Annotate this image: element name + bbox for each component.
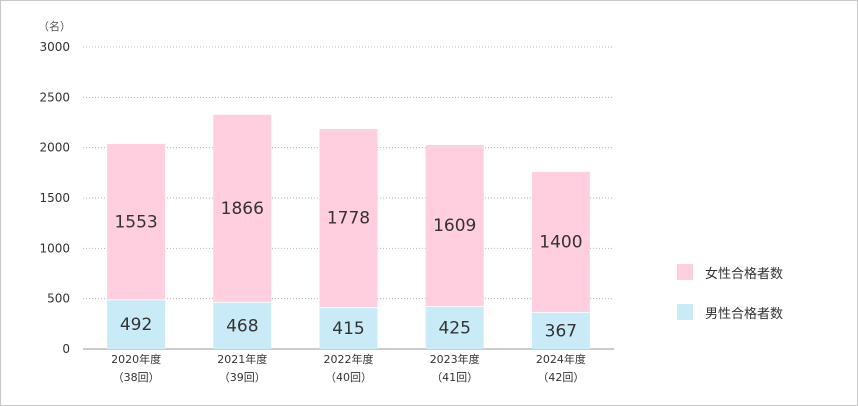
legend-label-male: 男性合格者数: [705, 306, 784, 322]
data-label-female: 1609: [433, 216, 476, 236]
legend: 女性合格者数 男性合格者数: [677, 262, 783, 342]
x-tick-label-session: （42回）: [537, 371, 584, 384]
x-tick-label-year: 2021年度: [217, 352, 267, 366]
x-tick-label-year: 2024年度: [536, 352, 586, 366]
bar-segment-female: [213, 114, 272, 302]
x-tick-label-session: （41回）: [431, 371, 478, 384]
x-tick-label-year: 2020年度: [111, 352, 161, 366]
y-axis-unit-label: （名）: [38, 19, 71, 33]
bar-segment-female: [319, 128, 378, 308]
bar-segment-male: [107, 299, 166, 349]
x-tick-label-session: （38回）: [113, 371, 160, 384]
data-label-female: 1778: [327, 209, 370, 229]
x-tick-label-year: 2023年度: [430, 352, 480, 366]
y-tick-label: 0: [62, 342, 70, 356]
bar-segment-female: [107, 143, 166, 300]
bar-segment-male: [213, 301, 272, 349]
data-label-male: 492: [120, 315, 152, 335]
bar-segment-female: [531, 171, 590, 313]
data-label-female: 1400: [539, 233, 582, 253]
data-label-female: 1553: [114, 212, 157, 232]
legend-label-female: 女性合格者数: [705, 266, 784, 282]
data-label-male: 468: [226, 316, 258, 336]
legend-item-male: 男性合格者数: [677, 302, 783, 322]
bar-segment-male: [319, 307, 378, 349]
y-tick-label: 1000: [39, 241, 70, 255]
y-tick-label: 2000: [39, 141, 70, 155]
y-tick-label: 1500: [39, 191, 70, 205]
x-tick-label-session: （39回）: [219, 371, 266, 384]
bar-segment-male: [531, 312, 590, 349]
legend-swatch-male: [677, 304, 693, 320]
legend-item-female: 女性合格者数: [677, 262, 783, 282]
data-label-male: 415: [332, 319, 364, 339]
y-tick-label: 3000: [39, 40, 70, 54]
legend-swatch-female: [677, 264, 693, 280]
data-label-male: 367: [545, 322, 577, 342]
data-label-male: 425: [438, 319, 470, 339]
y-tick-label: 2500: [39, 90, 70, 104]
data-label-female: 1866: [221, 199, 264, 219]
y-tick-label: 500: [47, 292, 70, 306]
x-tick-label-session: （40回）: [325, 371, 372, 384]
bar-segment-male: [425, 306, 484, 349]
bar-segment-female: [425, 144, 484, 307]
x-tick-label-year: 2022年度: [324, 352, 374, 366]
